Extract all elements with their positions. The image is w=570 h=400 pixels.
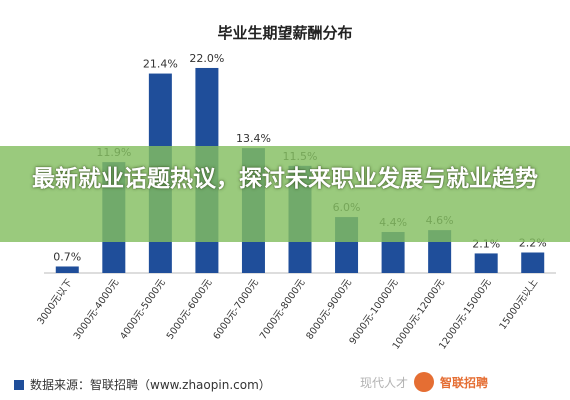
x-tick-label: 8000元-9000元 bbox=[304, 277, 354, 342]
headline-text[interactable]: 最新就业话题热议，探讨未来职业发展与就业趋势 bbox=[32, 166, 538, 192]
watermark: 现代人才 智联招聘 bbox=[360, 368, 565, 396]
legend-square-icon bbox=[14, 379, 24, 390]
x-tick-label: 9000元-10000元 bbox=[347, 277, 400, 347]
bar bbox=[474, 253, 498, 273]
x-tick-label: 5000元-6000元 bbox=[165, 277, 215, 342]
x-tick-label: 15000元以上 bbox=[497, 277, 540, 332]
source-text: 数据来源：智联招聘（www.zhaopin.com） bbox=[30, 378, 271, 392]
bar bbox=[381, 231, 405, 273]
bar bbox=[55, 266, 79, 273]
x-tick-label: 3000元以下 bbox=[35, 277, 74, 326]
bar-value-label: 13.4% bbox=[236, 132, 271, 145]
watermark-faint-text: 现代人才 bbox=[360, 375, 409, 390]
x-tick-label: 12000元-15000元 bbox=[437, 277, 494, 352]
zhaopin-logo-icon bbox=[414, 372, 435, 392]
bar-value-label: 22.0% bbox=[189, 52, 224, 65]
x-tick-label: 7000元-8000元 bbox=[258, 277, 308, 342]
x-tick-label: 10000元-12000元 bbox=[391, 277, 448, 352]
bar bbox=[521, 252, 545, 273]
x-tick-label: 4000元-5000元 bbox=[118, 277, 168, 342]
watermark-brand: 智联招聘 bbox=[440, 375, 489, 390]
x-tick-label: 3000元-4000元 bbox=[72, 277, 122, 342]
x-tick-label: 6000元-7000元 bbox=[211, 277, 261, 342]
bar-value-label: 21.4% bbox=[143, 58, 178, 71]
source-note: 数据来源：智联招聘（www.zhaopin.com） bbox=[14, 376, 271, 393]
headline-banner[interactable]: 最新就业话题热议，探讨未来职业发展与就业趋势 bbox=[0, 146, 570, 242]
chart-title: 毕业生期望薪酬分布 bbox=[217, 24, 353, 42]
bar-value-label: 0.7% bbox=[53, 250, 81, 263]
